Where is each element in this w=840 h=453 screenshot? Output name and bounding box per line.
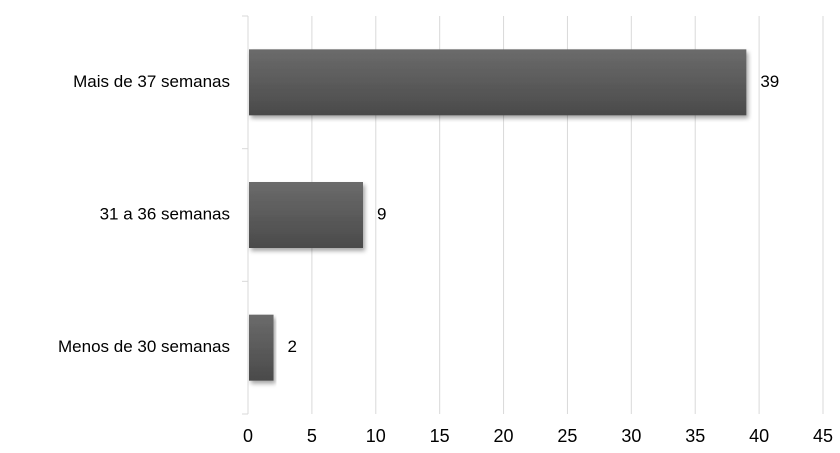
x-tick-label: 35: [685, 426, 705, 446]
x-tick-label: 45: [813, 426, 833, 446]
x-tick-label: 15: [430, 426, 450, 446]
bar-3: [249, 314, 274, 381]
x-tick-label: 40: [749, 426, 769, 446]
x-tick-label: 10: [366, 426, 386, 446]
category-label: Mais de 37 semanas: [73, 72, 230, 91]
category-axis: [242, 15, 249, 415]
x-tick-label: 30: [621, 426, 641, 446]
data-label: 2: [288, 337, 297, 356]
x-tick-label: 20: [494, 426, 514, 446]
bar-1: [249, 49, 747, 116]
labels: 0 5 10 15 20 25 30 35 40 45 Mais de 37 semanas 39 31…: [58, 72, 833, 446]
x-tick-label: 5: [307, 426, 317, 446]
bars: [249, 49, 747, 381]
category-label: 31 a 36 semanas: [100, 204, 230, 223]
x-tick-label: 0: [243, 426, 253, 446]
bar-2: [249, 182, 363, 248]
x-tick-label: 25: [557, 426, 577, 446]
data-label: 9: [377, 204, 386, 223]
category-label: Menos de 30 semanas: [58, 337, 230, 356]
data-label: 39: [760, 72, 779, 91]
